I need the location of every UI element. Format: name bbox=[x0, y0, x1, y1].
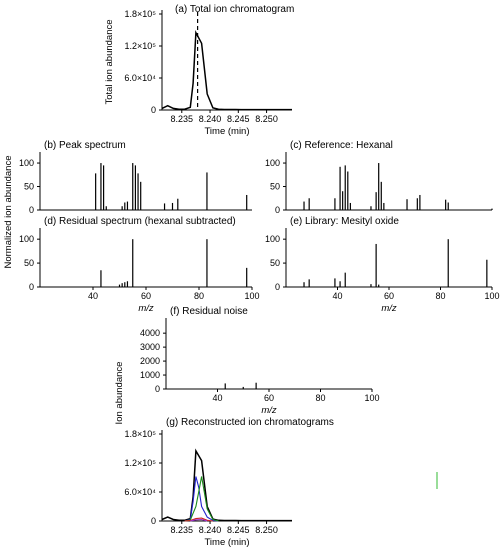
y-tick-label-a: 6.0×10⁴ bbox=[124, 73, 156, 83]
x-tick-label-d: 60 bbox=[141, 291, 151, 301]
y-tick-label-f: 2000 bbox=[140, 356, 160, 366]
x-tick-label-a: 8.245 bbox=[227, 114, 250, 124]
series-line-g-2 bbox=[184, 476, 219, 522]
x-axis-label-a: Time (min) bbox=[204, 126, 249, 137]
x-tick-label-g: 8.235 bbox=[171, 525, 194, 535]
x-axis-label-f: m/z bbox=[261, 405, 277, 416]
y-tick-label-c: 100 bbox=[265, 158, 280, 168]
y-tick-label-e: 50 bbox=[270, 258, 280, 268]
x-tick-label-d: 80 bbox=[194, 291, 204, 301]
y-tick-label-b: 100 bbox=[19, 158, 34, 168]
y-tick-label-c: 50 bbox=[270, 182, 280, 192]
y-tick-label-g: 0 bbox=[151, 516, 156, 526]
y-tick-label-c: 0 bbox=[275, 205, 280, 215]
y-tick-label-f: 0 bbox=[155, 384, 160, 394]
series-line-g-0 bbox=[161, 448, 292, 522]
x-tick-label-e: 100 bbox=[484, 291, 499, 301]
x-tick-label-f: 80 bbox=[315, 393, 325, 403]
chart-title-e: (e) Library: Mesityl oxide bbox=[290, 216, 399, 227]
x-tick-label-f: 40 bbox=[212, 393, 222, 403]
x-tick-label-e: 80 bbox=[435, 291, 445, 301]
x-tick-label-f: 60 bbox=[264, 393, 274, 403]
x-axis-label-d: m/z bbox=[138, 303, 154, 314]
chart-title-d: (d) Residual spectrum (hexanal subtracte… bbox=[44, 216, 236, 227]
y-axis-label-a: Total ion abundance bbox=[104, 19, 115, 104]
x-tick-label-e: 60 bbox=[384, 291, 394, 301]
y-tick-label-b: 50 bbox=[24, 182, 34, 192]
x-tick-label-e: 40 bbox=[332, 291, 342, 301]
x-tick-label-a: 8.240 bbox=[199, 114, 222, 124]
x-tick-label-a: 8.235 bbox=[171, 114, 194, 124]
normalized-abundance-label: Normalized ion abundance bbox=[3, 155, 14, 268]
y-tick-label-a: 1.2×10⁵ bbox=[124, 41, 156, 51]
series-line-g-1 bbox=[184, 476, 219, 522]
chart-title-b: (b) Peak spectrum bbox=[44, 140, 126, 151]
x-tick-label-f: 100 bbox=[364, 393, 379, 403]
x-axis-label-e: m/z bbox=[381, 303, 397, 314]
chart-title-g: (g) Reconstructed ion chromatograms bbox=[166, 417, 334, 428]
series-line-g-4 bbox=[190, 518, 208, 522]
y-tick-label-g: 1.2×10⁵ bbox=[124, 458, 156, 468]
x-tick-label-g: 8.245 bbox=[227, 525, 250, 535]
chart-title-c: (c) Reference: Hexanal bbox=[290, 140, 393, 151]
y-tick-label-a: 0 bbox=[151, 105, 156, 115]
x-tick-label-g: 8.240 bbox=[199, 525, 222, 535]
series-line-a-0 bbox=[161, 29, 292, 111]
y-tick-label-a: 1.8×10⁵ bbox=[124, 9, 156, 19]
y-tick-label-f: 3000 bbox=[140, 342, 160, 352]
y-tick-label-d: 0 bbox=[29, 282, 34, 292]
y-tick-label-d: 100 bbox=[19, 234, 34, 244]
series-line-g-3 bbox=[184, 517, 213, 522]
y-tick-label-e: 100 bbox=[265, 234, 280, 244]
y-tick-label-f: 4000 bbox=[140, 328, 160, 338]
y-tick-label-b: 0 bbox=[29, 205, 34, 215]
x-axis-label-g: Time (min) bbox=[204, 537, 249, 548]
x-tick-label-g: 8.250 bbox=[255, 525, 278, 535]
x-tick-label-d: 40 bbox=[88, 291, 98, 301]
y-tick-label-d: 50 bbox=[24, 258, 34, 268]
ion-abundance-label: Ion abundance bbox=[114, 362, 125, 425]
y-tick-label-g: 1.8×10⁵ bbox=[124, 429, 156, 439]
y-tick-label-e: 0 bbox=[275, 282, 280, 292]
x-tick-label-a: 8.250 bbox=[255, 114, 278, 124]
chart-title-a: (a) Total ion chromatogram bbox=[175, 4, 294, 15]
y-tick-label-g: 6.0×10⁴ bbox=[124, 487, 156, 497]
x-tick-label-d: 100 bbox=[244, 291, 259, 301]
y-tick-label-f: 1000 bbox=[140, 370, 160, 380]
chart-title-f: (f) Residual noise bbox=[170, 306, 248, 317]
